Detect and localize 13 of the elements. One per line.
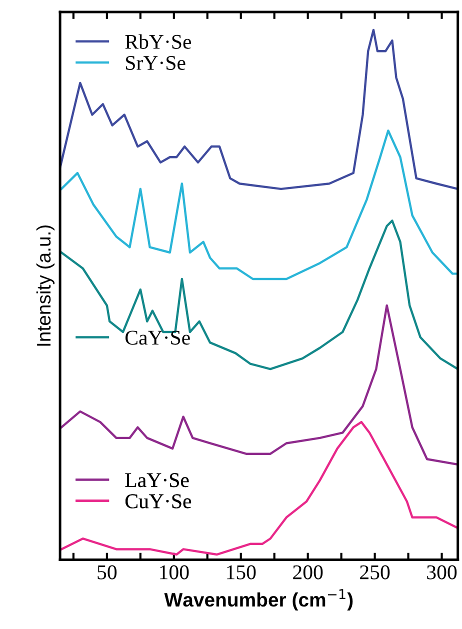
x-axis-title: Wavenumber (cm$^{−1}$) <box>164 589 353 611</box>
legend-label: SrY·Se <box>126 56 186 70</box>
x-tick-label: 150 <box>227 565 256 580</box>
x-tick-label: 300 <box>427 565 457 580</box>
legend-label: LaY·Se <box>125 473 189 488</box>
legend-label: CaY·Se <box>126 330 190 345</box>
legend-label: RbY·Se <box>125 34 192 49</box>
y-axis-title: Intensity (a.u.) <box>36 225 55 346</box>
x-tick-label: 50 <box>98 565 117 580</box>
legend-label: CuY·Se <box>126 494 192 508</box>
x-tick-label: 250 <box>360 565 390 580</box>
x-tick-label: 100 <box>160 565 189 580</box>
x-tick-label: 200 <box>293 565 323 580</box>
